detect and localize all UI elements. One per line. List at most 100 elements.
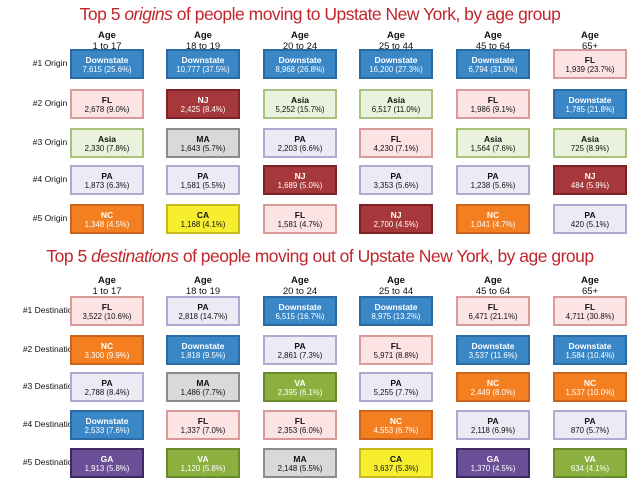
cell-value-line: 1,785 (21.8%) xyxy=(565,105,615,114)
place-name: Downstate xyxy=(568,341,612,351)
percent-value: 15.7% xyxy=(299,105,322,114)
origin-cell-pa: PA 2,203 (6.6%) xyxy=(263,128,337,158)
destination-cell-va: VA 634 (4.1%) xyxy=(553,448,627,478)
origin-cell-pa: PA 1,238 (5.6%) xyxy=(456,165,530,195)
place-name: NJ xyxy=(294,171,306,181)
count-value: 7,615 xyxy=(82,65,103,74)
cell-value-line: 870 (5.7%) xyxy=(570,426,610,435)
destination-column-header: Age 25 to 44 xyxy=(351,275,441,297)
origin-cell-fl: FL 2,678 (9.0%) xyxy=(70,89,144,119)
percent-value: 11.6% xyxy=(493,351,515,360)
count-value: 3,522 xyxy=(82,312,103,321)
percent-value: 23.7% xyxy=(589,65,612,74)
place-name: Downstate xyxy=(568,95,612,105)
place-name: PA xyxy=(584,416,596,426)
origin-row-label: #2 Origin xyxy=(32,98,68,108)
place-name: CA xyxy=(389,454,403,464)
destination-cell-pa: PA 2,788 (8.4%) xyxy=(70,372,144,402)
origin-row-label: #1 Origin xyxy=(32,58,68,68)
percent-value: 16.7% xyxy=(299,312,322,321)
origin-cell-downstate: Downstate 16,200 (27.3%) xyxy=(359,49,433,79)
place-name: FL xyxy=(390,341,402,351)
count-value: 420 xyxy=(570,220,584,229)
count-value: 1,348 xyxy=(84,220,105,229)
destination-cell-fl: FL 5,971 (8.8%) xyxy=(359,335,433,365)
age-group-label: 45 to 64 xyxy=(475,286,511,297)
percent-value: 7.7% xyxy=(204,388,223,397)
destination-row-label: #1 Destination xyxy=(22,305,78,315)
percent-value: 6.3% xyxy=(108,181,127,190)
count-value: 2,700 xyxy=(373,220,394,229)
origin-cell-pa: PA 420 (5.1%) xyxy=(553,204,627,234)
percent-value: 5.5% xyxy=(301,464,320,473)
age-word: Age xyxy=(387,30,405,41)
origin-cell-fl: FL 1,939 (23.7%) xyxy=(553,49,627,79)
place-name: PA xyxy=(294,341,306,351)
percent-value: 8.0% xyxy=(494,388,513,397)
count-value: 16,200 xyxy=(369,65,394,74)
origin-cell-pa: PA 1,581 (5.5%) xyxy=(166,165,240,195)
destination-cell-ma: MA 2,148 (5.5%) xyxy=(263,448,337,478)
count-value: 1,238 xyxy=(470,181,491,190)
cell-value-line: 6,515 (16.7%) xyxy=(275,312,325,321)
cell-value-line: 1,939 (23.7%) xyxy=(565,65,615,74)
destination-cell-downstate: Downstate 6,515 (16.7%) xyxy=(263,296,337,326)
destination-cell-pa: PA 2,118 (6.9%) xyxy=(456,410,530,440)
place-name: FL xyxy=(487,95,499,105)
percent-value: 4.1% xyxy=(204,220,223,229)
origin-cell-asia: Asia 1,564 (7.6%) xyxy=(456,128,530,158)
percent-value: 30.8% xyxy=(589,312,612,321)
percent-value: 7.6% xyxy=(108,426,127,435)
count-value: 484 xyxy=(570,181,584,190)
percent-value: 8.8% xyxy=(397,351,416,360)
destination-cell-va: VA 1,120 (5.8%) xyxy=(166,448,240,478)
destination-column-header: Age 45 to 64 xyxy=(448,275,538,297)
place-name: Asia xyxy=(484,134,502,144)
percent-value: 6.7% xyxy=(397,426,416,435)
place-name: NC xyxy=(100,341,114,351)
count-value: 5,252 xyxy=(275,105,296,114)
percent-value: 25.6% xyxy=(106,65,129,74)
count-value: 6,517 xyxy=(371,105,392,114)
count-value: 2,861 xyxy=(277,351,298,360)
place-name: MA xyxy=(196,378,210,388)
place-name: PA xyxy=(487,416,499,426)
cell-value-line: 3,522 (10.6%) xyxy=(82,312,132,321)
percent-value: 5.7% xyxy=(204,144,223,153)
count-value: 1,873 xyxy=(84,181,105,190)
count-value: 2,118 xyxy=(470,426,490,435)
percent-value: 7.1% xyxy=(397,144,416,153)
count-value: 2,818 xyxy=(178,312,199,321)
cell-value-line: 1,913 (5.8%) xyxy=(84,464,130,473)
cell-value-line: 2,533 (7.6%) xyxy=(84,426,130,435)
cell-value-line: 2,395 (6.1%) xyxy=(277,388,323,397)
cell-value-line: 634 (4.1%) xyxy=(570,464,610,473)
place-name: Downstate xyxy=(181,341,225,351)
place-name: FL xyxy=(101,95,113,105)
place-name: Downstate xyxy=(181,55,225,65)
count-value: 1,537 xyxy=(565,388,586,397)
cell-value-line: 6,517 (11.0%) xyxy=(371,105,421,114)
place-name: FL xyxy=(197,416,209,426)
origin-cell-asia: Asia 2,330 (7.8%) xyxy=(70,128,144,158)
percent-value: 6.9% xyxy=(494,426,513,435)
cell-value-line: 8,975 (13.2%) xyxy=(371,312,421,321)
age-word: Age xyxy=(291,30,309,41)
cell-value-line: 2,788 (8.4%) xyxy=(84,388,130,397)
cell-value-line: 1,486 (7.7%) xyxy=(180,388,226,397)
age-group-label: 65+ xyxy=(581,286,599,297)
percent-value: 7.8% xyxy=(108,144,127,153)
destination-row-label: #5 Destination xyxy=(22,457,78,467)
place-name: FL xyxy=(294,416,306,426)
place-name: NC xyxy=(486,378,500,388)
count-value: 4,711 xyxy=(565,312,585,321)
place-name: VA xyxy=(197,454,209,464)
percent-value: 5.1% xyxy=(588,220,607,229)
destination-cell-downstate: Downstate 3,537 (11.6%) xyxy=(456,335,530,365)
place-name: Downstate xyxy=(85,416,129,426)
age-group-label: 45 to 64 xyxy=(475,41,511,52)
count-value: 1,939 xyxy=(565,65,586,74)
destination-row-label: #3 Destination xyxy=(22,381,78,391)
count-value: 2,678 xyxy=(84,105,105,114)
percent-value: 5.8% xyxy=(108,464,127,473)
